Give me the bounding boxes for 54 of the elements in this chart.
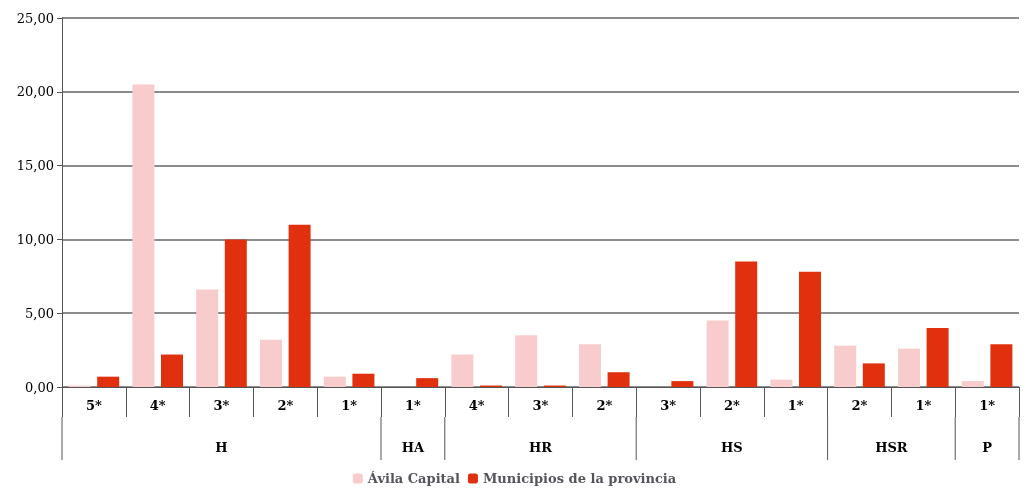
bar (97, 376, 120, 387)
text: HS (721, 439, 743, 455)
text: HA (401, 439, 425, 455)
bar (416, 378, 439, 387)
x-tick-label: 3* (660, 398, 677, 413)
y-tick-label: 20,00 (16, 84, 54, 100)
bar (898, 348, 920, 387)
y-tick-label: 10,00 (16, 231, 54, 247)
x-tick-label: 4* (149, 398, 166, 413)
legend-label: Ávila Capital (366, 471, 460, 486)
bar (862, 363, 885, 387)
text: HSR (875, 439, 908, 455)
legend-label: Municipios de la provincia (482, 471, 677, 486)
x-tick-label: 1* (341, 398, 358, 413)
x-tick-label: 2* (851, 398, 868, 413)
x-tick-label: 1* (404, 398, 422, 413)
x-tick-label: 2* (277, 398, 294, 413)
bar (323, 376, 346, 387)
x-tick-label: 1* (915, 398, 932, 413)
bar (799, 271, 821, 387)
bar (515, 335, 538, 387)
bar (607, 372, 630, 387)
bar (834, 345, 857, 387)
x-tick-label: 1* (979, 398, 996, 413)
x-tick-label: 4* (468, 398, 485, 413)
y-tick-label: 15,00 (16, 158, 54, 174)
bar (770, 379, 793, 387)
bar (961, 381, 984, 387)
bar (671, 381, 694, 387)
bar (260, 339, 282, 387)
bar (735, 261, 758, 387)
bar (288, 224, 311, 387)
bar (451, 354, 474, 387)
text: HR (528, 439, 553, 455)
text: P (982, 439, 993, 455)
y-tick-label: 0,00 (25, 379, 54, 395)
bar (706, 320, 729, 387)
x-tick-label: 5* (85, 398, 103, 413)
bar (224, 239, 247, 387)
bar (352, 373, 375, 387)
bar (132, 84, 155, 387)
y-tick-label: 5,00 (25, 305, 54, 321)
x-tick-label: 2* (723, 398, 741, 413)
bar (926, 327, 949, 387)
bar (990, 344, 1013, 387)
bar (161, 354, 183, 387)
y-tick-label: 25,00 (16, 10, 54, 26)
x-tick-label: 3* (532, 398, 549, 413)
text: H (215, 439, 228, 455)
x-tick-label: 2* (596, 398, 613, 413)
bar (579, 344, 601, 387)
x-tick-label: 1* (787, 398, 804, 413)
bar (196, 289, 219, 387)
x-tick-label: 3* (213, 398, 230, 413)
